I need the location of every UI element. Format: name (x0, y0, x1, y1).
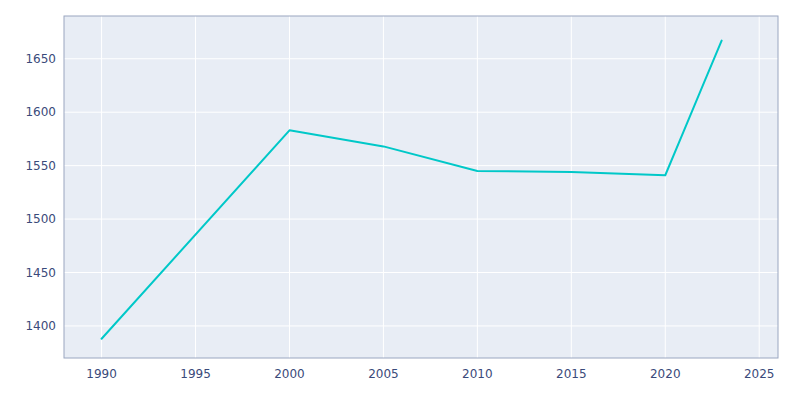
grid (64, 16, 778, 358)
x-tick-label: 2010 (462, 367, 493, 381)
tick-labels: 1990 1995 2000 2005 2010 2015 2020 2025 1400 1450… (25, 52, 774, 381)
x-grid-line (101, 16, 102, 358)
plot-frame (64, 16, 778, 358)
x-tick-label: 2000 (274, 367, 305, 381)
chart-container: 1990 1995 2000 2005 2010 2015 2020 2025 1400 1450… (0, 0, 800, 400)
y-grid-line (64, 165, 778, 166)
x-tick-label: 2005 (368, 367, 399, 381)
x-tick-label: 2025 (744, 367, 775, 381)
x-grid-line (571, 16, 572, 358)
y-tick-label: 1400 (25, 319, 56, 333)
y-grid-line (64, 58, 778, 59)
x-grid-line (383, 16, 384, 358)
x-grid-line (477, 16, 478, 358)
x-grid-line (195, 16, 196, 358)
x-grid-line (759, 16, 760, 358)
x-grid-line (289, 16, 290, 358)
y-tick-label: 1600 (25, 105, 56, 119)
x-tick-label: 2015 (556, 367, 587, 381)
chart-svg: 1990 1995 2000 2005 2010 2015 2020 2025 1400 1450… (0, 0, 800, 400)
x-tick-label: 1995 (180, 367, 211, 381)
y-grid-line (64, 272, 778, 273)
y-tick-label: 1550 (25, 159, 56, 173)
y-grid-line (64, 219, 778, 220)
y-grid-line (64, 325, 778, 326)
data-group (102, 41, 722, 339)
y-tick-label: 1650 (25, 52, 56, 66)
y-tick-label: 1450 (25, 266, 56, 280)
y-grid-line (64, 112, 778, 113)
line (102, 41, 722, 339)
x-tick-label: 1990 (86, 367, 117, 381)
x-tick-label: 2020 (650, 367, 681, 381)
x-grid-line (665, 16, 666, 358)
y-tick-label: 1500 (25, 212, 56, 226)
plot-background (64, 16, 778, 358)
